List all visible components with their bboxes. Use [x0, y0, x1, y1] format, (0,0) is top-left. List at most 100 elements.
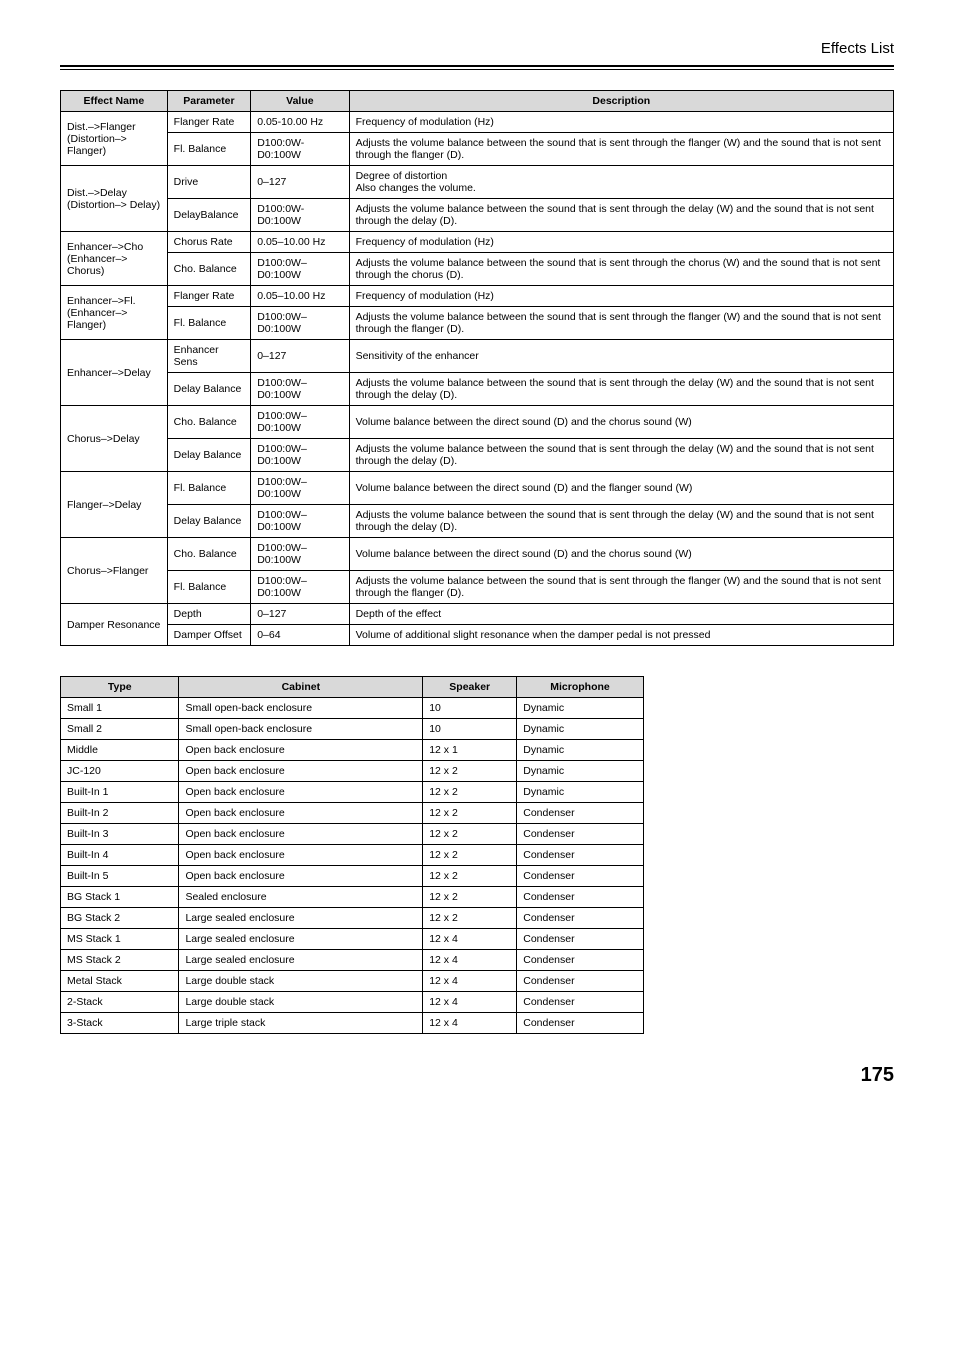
col-speaker: Speaker [423, 677, 517, 698]
description-cell: Adjusts the volume balance between the s… [349, 253, 893, 286]
table-cell: Large double stack [179, 992, 423, 1013]
description-cell: Volume balance between the direct sound … [349, 406, 893, 439]
table-row: Built-In 3Open back enclosure12 x 2Conde… [61, 824, 644, 845]
page-title: Effects List [60, 40, 894, 57]
parameter-cell: Chorus Rate [167, 232, 251, 253]
table-cell: Small 2 [61, 719, 179, 740]
table-row: MS Stack 1Large sealed enclosure12 x 4Co… [61, 929, 644, 950]
table-row: Built-In 4Open back enclosure12 x 2Conde… [61, 845, 644, 866]
value-cell: D100:0W–D0:100W [251, 505, 349, 538]
table-row: Fl. BalanceD100:0W-D0:100WAdjusts the vo… [61, 133, 894, 166]
description-cell: Degree of distortionAlso changes the vol… [349, 166, 893, 199]
value-cell: D100:0W–D0:100W [251, 571, 349, 604]
table-row: Damper Offset0–64Volume of additional sl… [61, 625, 894, 646]
table-cell: Dynamic [517, 698, 644, 719]
table-cell: 12 x 2 [423, 824, 517, 845]
table-row: Delay BalanceD100:0W–D0:100WAdjusts the … [61, 439, 894, 472]
table-cell: 12 x 4 [423, 1013, 517, 1034]
value-cell: 0–127 [251, 604, 349, 625]
table-row: Built-In 5Open back enclosure12 x 2Conde… [61, 866, 644, 887]
table-cell: Built-In 1 [61, 782, 179, 803]
table-cell: 12 x 4 [423, 992, 517, 1013]
table-cell: Condenser [517, 887, 644, 908]
table-cell: 2-Stack [61, 992, 179, 1013]
value-cell: D100:0W–D0:100W [251, 439, 349, 472]
table-cell: Large sealed enclosure [179, 950, 423, 971]
table-row: Delay BalanceD100:0W–D0:100WAdjusts the … [61, 505, 894, 538]
table-row: MiddleOpen back enclosure12 x 1Dynamic [61, 740, 644, 761]
description-cell: Frequency of modulation (Hz) [349, 286, 893, 307]
table-row: Delay BalanceD100:0W–D0:100WAdjusts the … [61, 373, 894, 406]
table-cell: Condenser [517, 824, 644, 845]
table-cell: Built-In 3 [61, 824, 179, 845]
table-row: Fl. BalanceD100:0W–D0:100WAdjusts the vo… [61, 307, 894, 340]
table-header-row: Type Cabinet Speaker Microphone [61, 677, 644, 698]
table-cell: Built-In 2 [61, 803, 179, 824]
table-cell: Condenser [517, 971, 644, 992]
table-cell: 12 x 2 [423, 845, 517, 866]
page-number: 175 [60, 1064, 894, 1087]
table-cell: 10 [423, 698, 517, 719]
table-cell: Sealed enclosure [179, 887, 423, 908]
table-cell: Condenser [517, 908, 644, 929]
value-cell: 0.05-10.00 Hz [251, 112, 349, 133]
table-cell: Large double stack [179, 971, 423, 992]
table-cell: Middle [61, 740, 179, 761]
header-divider-thin [60, 69, 894, 70]
description-cell: Adjusts the volume balance between the s… [349, 439, 893, 472]
parameter-cell: Flanger Rate [167, 286, 251, 307]
description-cell: Adjusts the volume balance between the s… [349, 133, 893, 166]
description-cell: Adjusts the volume balance between the s… [349, 373, 893, 406]
value-cell: D100:0W–D0:100W [251, 538, 349, 571]
parameter-cell: Depth [167, 604, 251, 625]
parameter-cell: Cho. Balance [167, 538, 251, 571]
table-cell: Dynamic [517, 782, 644, 803]
description-cell: Volume balance between the direct sound … [349, 538, 893, 571]
effect-name-cell: Dist.–>Flanger(Distortion–> Flanger) [61, 112, 168, 166]
table-cell: Dynamic [517, 761, 644, 782]
effect-name-cell: Enhancer–>Fl.(Enhancer–> Flanger) [61, 286, 168, 340]
table-cell: 12 x 2 [423, 887, 517, 908]
value-cell: D100:0W–D0:100W [251, 253, 349, 286]
effect-name-cell: Flanger–>Delay [61, 472, 168, 538]
table-row: Chorus–>DelayCho. BalanceD100:0W–D0:100W… [61, 406, 894, 439]
parameter-cell: Delay Balance [167, 505, 251, 538]
description-cell: Volume balance between the direct sound … [349, 472, 893, 505]
col-parameter: Parameter [167, 91, 251, 112]
effect-name-cell: Chorus–>Delay [61, 406, 168, 472]
table-cell: Metal Stack [61, 971, 179, 992]
value-cell: 0–64 [251, 625, 349, 646]
effect-name-cell: Enhancer–>Cho(Enhancer–> Chorus) [61, 232, 168, 286]
table-row: BG Stack 1Sealed enclosure12 x 2Condense… [61, 887, 644, 908]
table-row: Enhancer–>Cho(Enhancer–> Chorus)Chorus R… [61, 232, 894, 253]
description-cell: Adjusts the volume balance between the s… [349, 505, 893, 538]
table-cell: BG Stack 2 [61, 908, 179, 929]
table-cell: Open back enclosure [179, 866, 423, 887]
parameter-cell: Delay Balance [167, 439, 251, 472]
table-cell: Condenser [517, 845, 644, 866]
table-cell: Condenser [517, 950, 644, 971]
parameter-cell: Fl. Balance [167, 307, 251, 340]
table-cell: 12 x 4 [423, 971, 517, 992]
description-cell: Frequency of modulation (Hz) [349, 232, 893, 253]
table-cell: Open back enclosure [179, 824, 423, 845]
parameter-cell: Damper Offset [167, 625, 251, 646]
col-description: Description [349, 91, 893, 112]
table-cell: 3-Stack [61, 1013, 179, 1034]
table-cell: Dynamic [517, 719, 644, 740]
table-cell: Open back enclosure [179, 845, 423, 866]
value-cell: D100:0W–D0:100W [251, 307, 349, 340]
table-row: Cho. BalanceD100:0W–D0:100WAdjusts the v… [61, 253, 894, 286]
table-row: Built-In 1Open back enclosure12 x 2Dynam… [61, 782, 644, 803]
table-cell: Large sealed enclosure [179, 929, 423, 950]
table-cell: JC-120 [61, 761, 179, 782]
description-cell: Frequency of modulation (Hz) [349, 112, 893, 133]
table-row: Flanger–>DelayFl. BalanceD100:0W–D0:100W… [61, 472, 894, 505]
value-cell: 0–127 [251, 166, 349, 199]
table-header-row: Effect Name Parameter Value Description [61, 91, 894, 112]
table-row: JC-120Open back enclosure12 x 2Dynamic [61, 761, 644, 782]
table-cell: Condenser [517, 866, 644, 887]
table-row: Small 1Small open-back enclosure10Dynami… [61, 698, 644, 719]
table-cell: Dynamic [517, 740, 644, 761]
table-row: Small 2Small open-back enclosure10Dynami… [61, 719, 644, 740]
